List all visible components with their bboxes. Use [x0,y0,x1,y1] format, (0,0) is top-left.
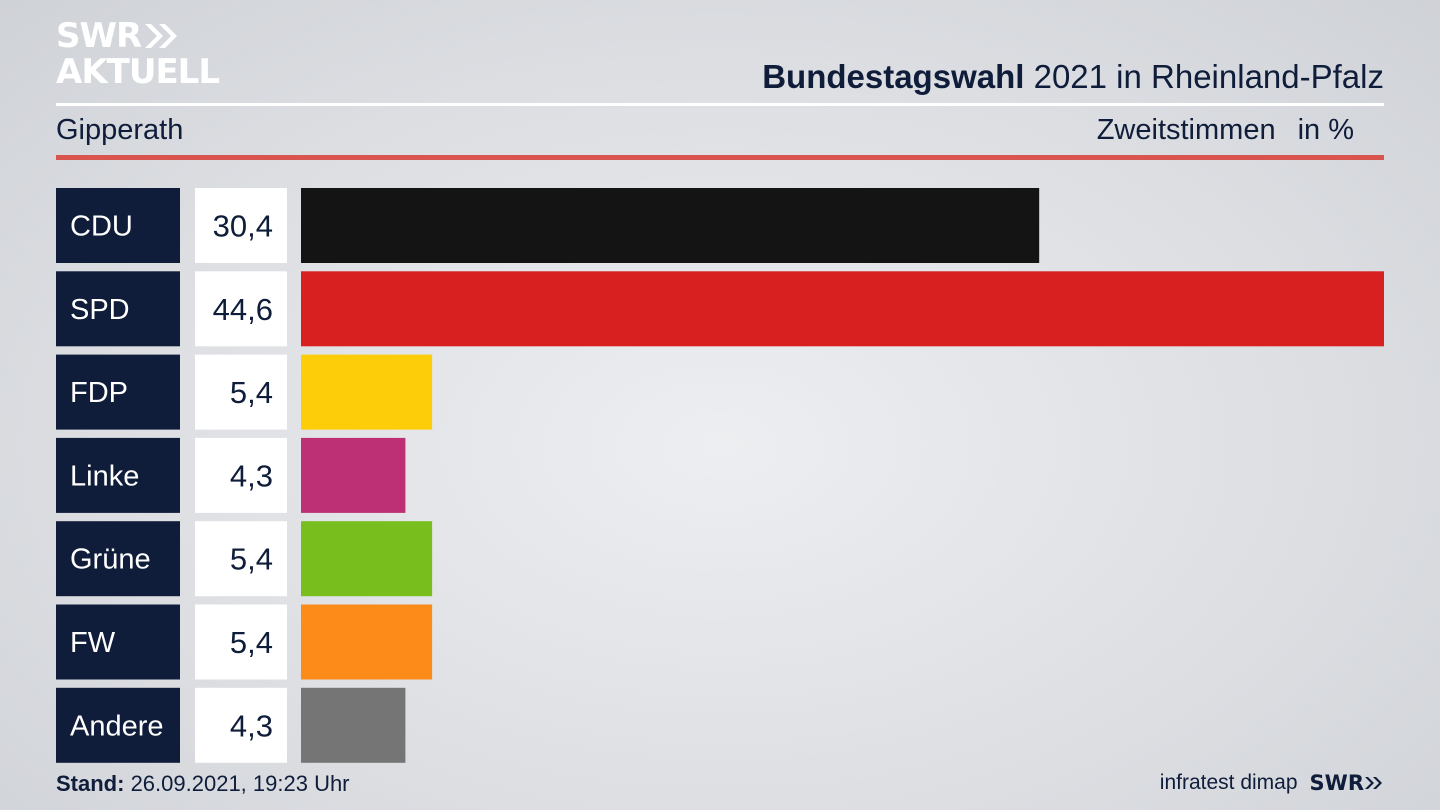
logo-line1: SWR [56,16,142,56]
bar-gr-ne [301,521,433,597]
value-label-box [195,687,287,763]
party-label-box [56,437,180,513]
value-label-linke: 4,3 [230,458,273,493]
party-label-box [56,521,180,597]
swr-brand: SWR [1310,771,1384,795]
double-chevron-icon [145,24,178,48]
party-label-fdp: FDP [70,377,128,409]
value-label-spd: 44,6 [213,292,273,327]
value-label-box [195,437,287,513]
party-label-cdu: CDU [70,211,133,243]
party-label-linke: Linke [70,460,139,492]
value-label-fw: 5,4 [230,625,273,660]
party-label-box [56,604,180,680]
party-label-box [56,354,180,430]
bar-linke [301,437,406,513]
party-label-spd: SPD [70,294,130,326]
party-label-box [56,687,180,763]
value-label-box [195,604,287,680]
brand-label: SWR [1309,771,1364,795]
party-label-box [56,188,180,263]
value-label-fdp: 5,4 [230,375,273,410]
accent-divider [56,155,1384,160]
value-label-gr-ne: 5,4 [230,542,273,577]
party-label-andere: Andere [70,710,164,742]
source-label: infratest dimap [1159,771,1298,794]
value-label-andere: 4,3 [230,708,273,743]
party-label-box [56,271,180,347]
party-label-fw: FW [70,627,116,659]
value-label-box [195,354,287,430]
header-divider [56,103,1384,106]
party-label-gr-ne: Grüne [70,544,151,576]
logo-line2: AKTUELL [56,52,220,92]
measure-header: Zweitstimmen in % [1097,114,1354,147]
timestamp: Stand: 26.09.2021, 19:23 Uhr [56,771,350,797]
title-rest: 2021 in Rheinland-Pfalz [1024,58,1384,95]
bar-andere [301,687,406,763]
page-title: Bundestagswahl 2021 in Rheinland-Pfalz [762,58,1384,96]
stand-value: 26.09.2021, 19:23 Uhr [124,771,350,796]
location-label: Gipperath [56,114,184,146]
bar-fdp [301,354,433,430]
bar-fw [301,604,433,680]
bar-spd [301,271,1384,347]
double-chevron-icon [1365,777,1382,789]
title-bold: Bundestagswahl [762,58,1025,95]
measure-label: Zweitstimmen [1096,114,1276,146]
stand-label: Stand: [56,771,125,796]
value-label-cdu: 30,4 [213,209,273,244]
swr-aktuell-logo: SWR AKTUELL [56,16,220,92]
source-credit: infratest dimap SWR [1160,771,1384,795]
value-label-box [195,271,287,347]
value-label-box [195,521,287,597]
unit-label: in % [1297,114,1354,146]
bar-cdu [301,188,1040,263]
value-label-box [195,188,287,263]
